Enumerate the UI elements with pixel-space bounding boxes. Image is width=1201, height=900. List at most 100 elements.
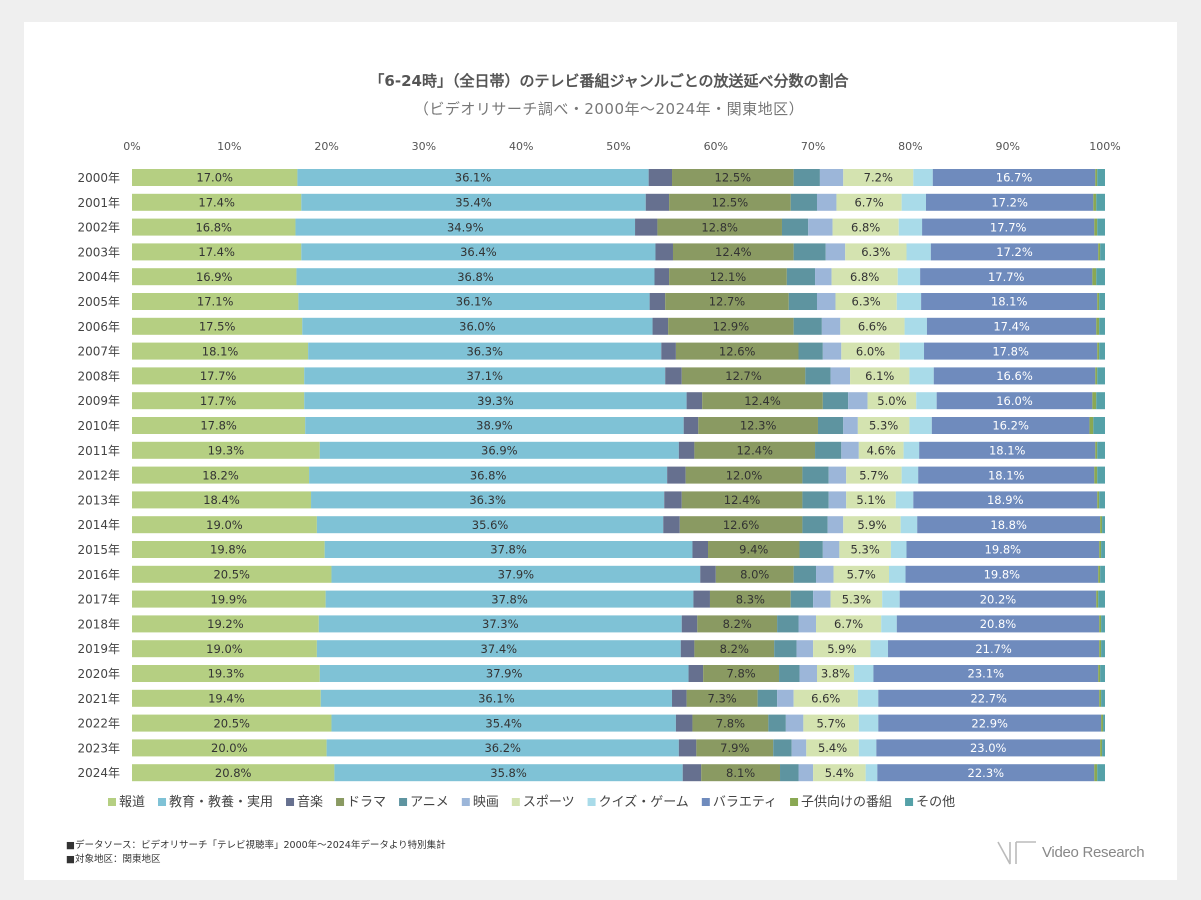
bar-segment	[878, 714, 1102, 732]
bar-segment	[132, 392, 305, 410]
data-label: 19.8%	[984, 568, 1021, 582]
bar-segment	[334, 764, 683, 782]
data-label: 18.1%	[988, 468, 1025, 482]
bar-segment	[799, 541, 823, 558]
bar-segment	[839, 541, 891, 558]
data-label: 37.8%	[491, 592, 528, 606]
bar-segment	[895, 491, 914, 509]
bar-segment	[1097, 169, 1105, 186]
bar-segment	[1099, 317, 1105, 335]
bar-segment	[648, 169, 673, 186]
legend-swatch	[461, 798, 470, 806]
legend-swatch	[905, 798, 914, 806]
bar-segment	[301, 243, 656, 261]
data-label: 19.4%	[208, 692, 245, 706]
data-label: 17.7%	[200, 394, 237, 408]
bar-segment	[913, 491, 1098, 509]
data-label: 36.8%	[470, 468, 507, 482]
x-tick-label: 100%	[1089, 140, 1120, 153]
bar-segment	[701, 764, 781, 782]
data-label: 16.6%	[996, 369, 1033, 383]
legend-label: その他	[916, 795, 955, 810]
legend-label: クイズ・ゲーム	[599, 794, 689, 810]
bar-segment	[858, 714, 879, 732]
y-axis-label: 2017年	[77, 593, 120, 607]
footnote-source: ■データソース：ビデオリサーチ「テレビ視聴率」2000年〜2024年データより特…	[66, 840, 446, 851]
data-label: 17.4%	[993, 320, 1030, 334]
bar-segment	[816, 565, 834, 583]
data-label: 12.4%	[715, 245, 752, 259]
bar-segment	[909, 417, 932, 434]
legend-swatch	[790, 798, 799, 806]
bar-segment	[686, 392, 703, 410]
data-label: 20.5%	[213, 716, 250, 730]
data-label: 12.5%	[715, 171, 752, 185]
bar-segment	[922, 218, 1095, 236]
bar-segment	[132, 541, 325, 558]
data-label: 20.2%	[980, 592, 1017, 606]
bar-segment	[925, 193, 1094, 211]
bar-segment	[132, 367, 305, 385]
bar-segment	[319, 665, 689, 682]
data-label: 3.8%	[821, 667, 850, 681]
bar-segment	[132, 243, 302, 261]
bar-segment	[686, 689, 758, 707]
data-label: 6.7%	[834, 617, 863, 631]
bar-segment	[904, 317, 927, 335]
bar-segment	[798, 764, 814, 782]
data-label: 18.2%	[202, 468, 239, 482]
data-label: 36.1%	[456, 295, 493, 309]
bar-segment	[1093, 417, 1105, 434]
y-axis-label: 2010年	[77, 419, 120, 433]
bar-segment	[843, 169, 914, 186]
data-label: 17.8%	[992, 344, 1029, 358]
data-label: 36.8%	[457, 270, 494, 284]
bar-segment	[816, 615, 882, 633]
bar-segment	[331, 565, 701, 583]
data-label: 22.3%	[968, 766, 1005, 780]
x-tick-label: 10%	[217, 140, 241, 153]
bar-segment	[668, 317, 794, 335]
x-tick-label: 20%	[314, 140, 338, 153]
chart-subtitle: （ビデオリサーチ調べ・2000年〜2024年・関東地区）	[414, 100, 804, 118]
data-label: 5.7%	[816, 716, 845, 730]
bar-segment	[1100, 739, 1103, 757]
data-label: 6.6%	[811, 692, 840, 706]
data-label: 36.1%	[455, 171, 492, 185]
bar-segment	[1096, 317, 1100, 335]
data-label: 6.1%	[865, 369, 894, 383]
y-axis-label: 2004年	[77, 270, 120, 284]
x-axis-ticks: 0% 10% 20% 30% 40% 50% 60% 70% 80% 90% 100%	[123, 140, 1120, 153]
bar-segment	[816, 293, 836, 310]
bar-segment	[692, 714, 769, 732]
bar-segment	[836, 193, 902, 211]
data-label: 7.2%	[864, 171, 893, 185]
bar-segment	[132, 615, 319, 633]
bar-segment	[679, 516, 803, 534]
bar-segment	[813, 640, 871, 658]
bar-segment	[295, 218, 636, 236]
bar-segment	[845, 243, 907, 261]
bar-segment	[768, 714, 786, 732]
bar-segment	[685, 466, 803, 484]
bar-segment	[793, 169, 820, 186]
bar-segment	[1096, 590, 1099, 608]
data-label: 35.4%	[455, 196, 492, 210]
bar-segment	[1095, 169, 1098, 186]
bar-segment	[635, 218, 658, 236]
data-label: 8.1%	[726, 766, 755, 780]
data-label: 12.1%	[710, 270, 747, 284]
bar-segment	[931, 417, 1090, 434]
bar-segment	[936, 392, 1093, 410]
bar-segment	[678, 739, 697, 757]
x-tick-label: 70%	[801, 140, 825, 153]
bar-segment	[318, 615, 682, 633]
data-label: 19.3%	[208, 667, 245, 681]
data-label: 37.8%	[490, 543, 527, 557]
bar-segment	[777, 689, 794, 707]
bar-segment	[906, 541, 1100, 558]
bar-segment	[132, 441, 320, 459]
bar-segment	[832, 218, 899, 236]
data-label: 16.9%	[196, 270, 233, 284]
bar-segment	[813, 764, 866, 782]
